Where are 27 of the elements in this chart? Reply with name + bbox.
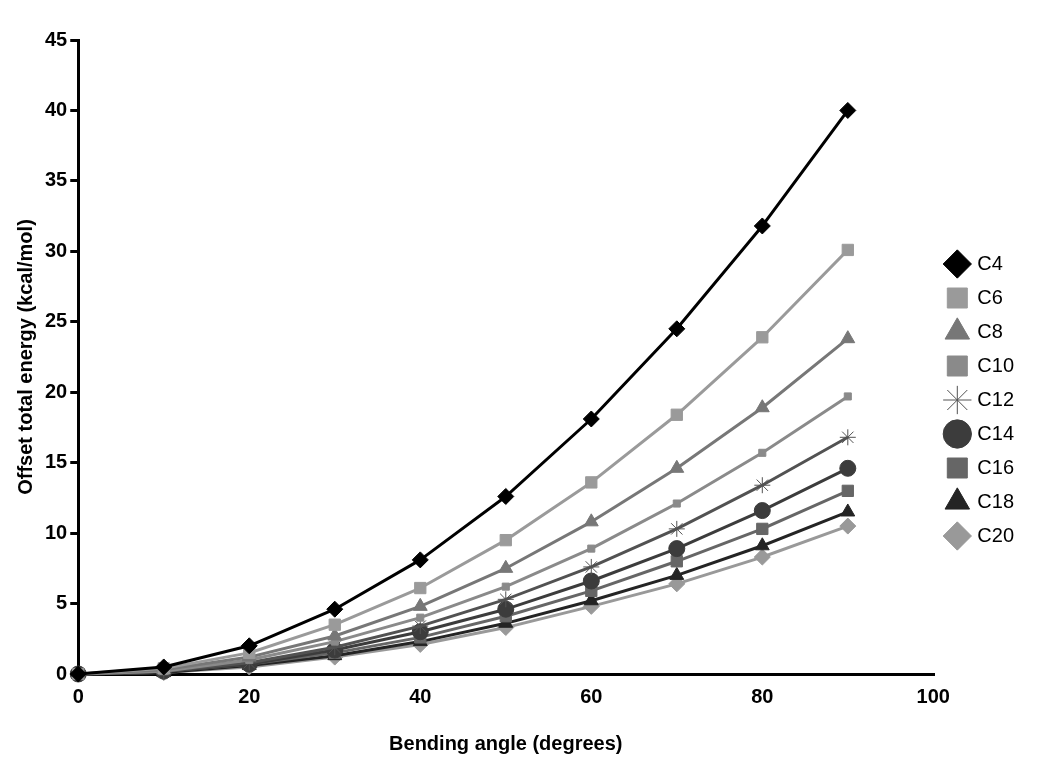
y-tick-label: 0 bbox=[56, 661, 68, 684]
x-tick-label: 20 bbox=[238, 684, 261, 707]
y-tick-label: 5 bbox=[56, 591, 68, 614]
legend-label: C6 bbox=[977, 285, 1003, 308]
y-tick-label: 10 bbox=[45, 520, 68, 543]
legend-label: C4 bbox=[977, 251, 1003, 274]
y-tick-label: 30 bbox=[45, 238, 68, 261]
x-tick-label: 40 bbox=[409, 684, 432, 707]
x-tick-label: 100 bbox=[916, 684, 950, 707]
x-tick-label: 60 bbox=[580, 684, 603, 707]
legend-label: C18 bbox=[977, 489, 1015, 512]
legend-label: C10 bbox=[977, 353, 1015, 376]
y-axis-title: Offset total energy (kcal/mol) bbox=[13, 219, 36, 495]
y-tick-label: 45 bbox=[45, 27, 68, 50]
y-tick-label: 15 bbox=[45, 450, 68, 473]
y-tick-label: 35 bbox=[45, 168, 68, 191]
x-tick-label: 80 bbox=[751, 684, 774, 707]
x-axis-title: Bending angle (degrees) bbox=[389, 731, 623, 754]
y-tick-label: 25 bbox=[45, 309, 68, 332]
legend-label: C14 bbox=[977, 421, 1015, 444]
legend-label: C16 bbox=[977, 455, 1015, 478]
legend-label: C20 bbox=[977, 523, 1015, 546]
legend-label: C12 bbox=[977, 387, 1015, 410]
legend-label: C8 bbox=[977, 319, 1003, 342]
x-tick-label: 0 bbox=[72, 684, 84, 707]
y-tick-label: 20 bbox=[45, 379, 68, 402]
y-tick-label: 40 bbox=[45, 97, 68, 120]
